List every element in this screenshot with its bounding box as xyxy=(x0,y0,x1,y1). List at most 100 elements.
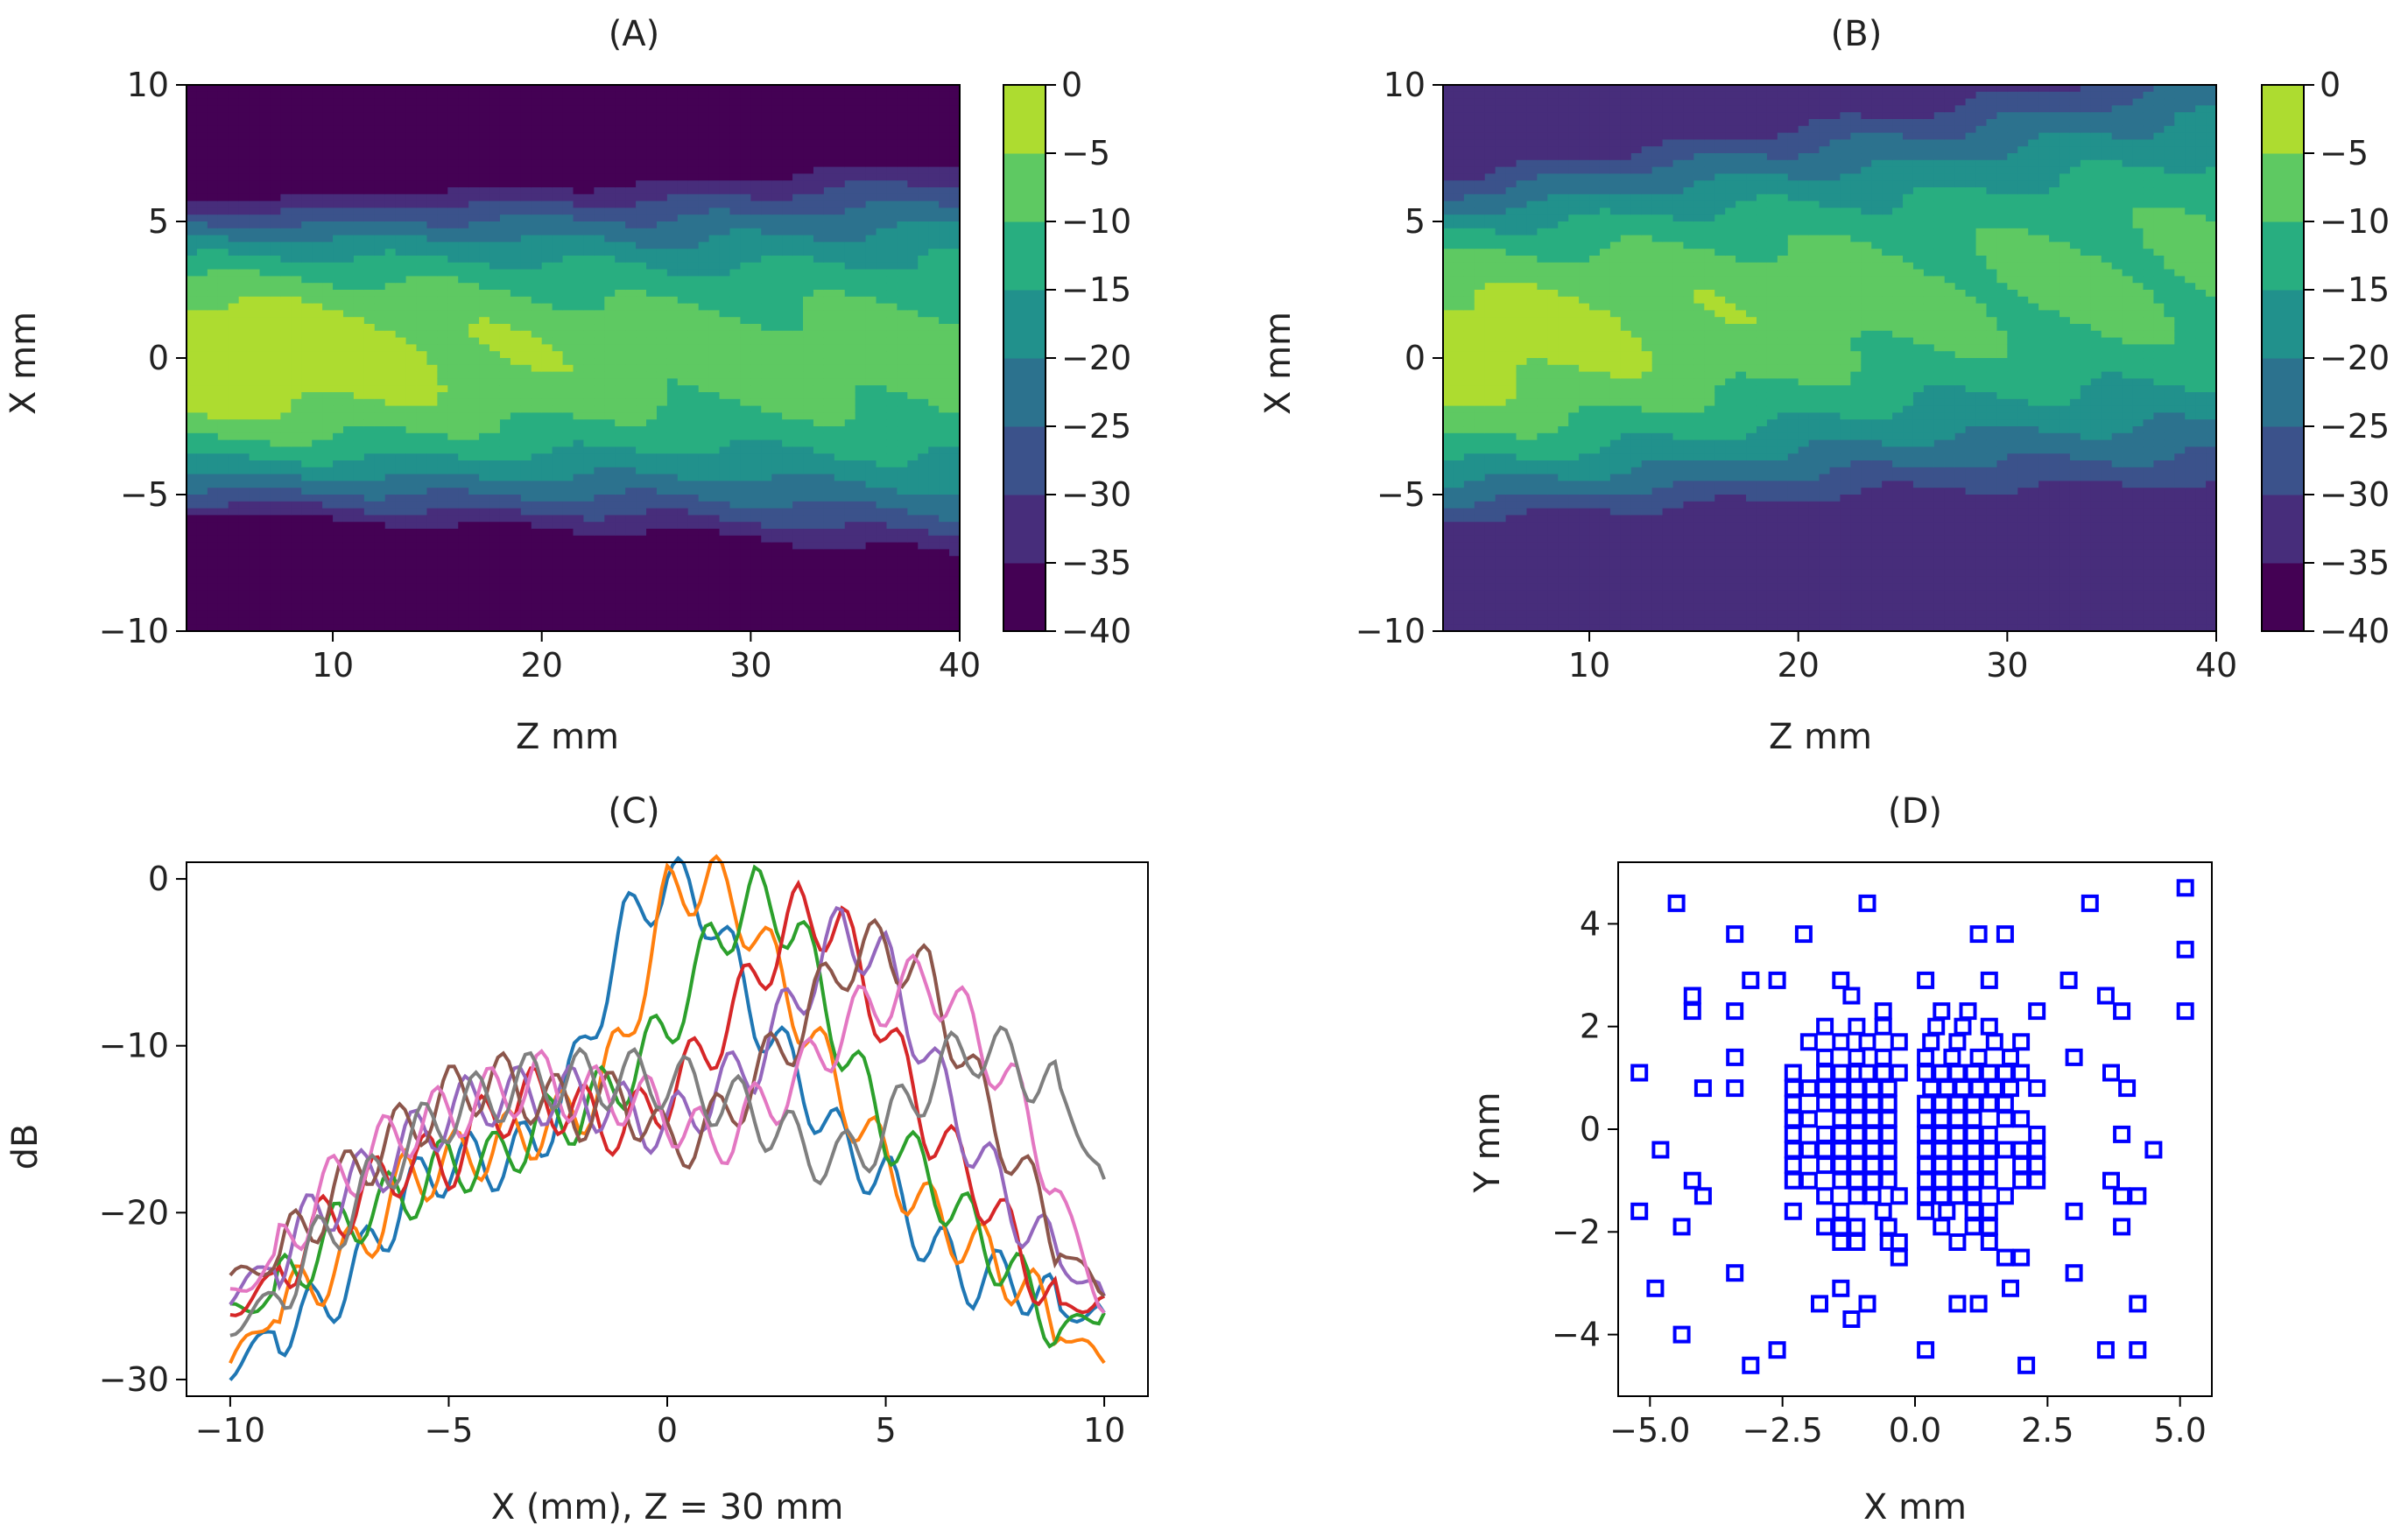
heatmap-cell xyxy=(363,617,376,625)
heatmap-cell xyxy=(217,508,229,516)
heatmap-cell xyxy=(750,358,762,366)
heatmap-cell xyxy=(468,617,480,625)
heatmap-cell xyxy=(740,303,751,311)
heatmap-cell xyxy=(312,432,323,441)
heatmap-cell xyxy=(510,344,522,352)
heatmap-cell xyxy=(342,481,355,488)
heatmap-cell xyxy=(280,112,292,120)
heatmap-cell xyxy=(196,330,208,339)
heatmap-cell xyxy=(541,221,553,229)
heatmap-cell xyxy=(740,446,751,454)
heatmap-cell xyxy=(322,439,334,447)
heatmap-cell xyxy=(468,412,480,420)
heatmap-cell xyxy=(729,235,742,242)
heatmap-cell xyxy=(719,125,731,134)
heatmap-cell xyxy=(771,624,783,632)
heatmap-cell xyxy=(333,556,344,564)
heatmap-cell xyxy=(541,488,553,495)
heatmap-cell xyxy=(729,276,742,284)
heatmap-cell xyxy=(761,556,772,564)
heatmap-cell xyxy=(437,242,448,249)
heatmap-cell xyxy=(698,460,710,468)
heatmap-cell xyxy=(333,317,344,325)
heatmap-cell xyxy=(479,173,490,181)
heatmap-cell xyxy=(353,159,365,168)
heatmap-cell xyxy=(322,187,334,195)
heatmap-cell xyxy=(573,214,585,222)
heatmap-cell xyxy=(656,481,668,488)
heatmap-cell xyxy=(207,221,219,229)
heatmap-cell xyxy=(499,610,511,618)
heatmap-cell xyxy=(479,146,490,154)
heatmap-cell xyxy=(750,569,762,578)
heatmap-cell xyxy=(761,576,772,584)
heatmap-cell xyxy=(238,337,250,345)
heatmap-cell xyxy=(813,474,825,481)
heatmap-cell xyxy=(489,515,501,523)
heatmap-cell xyxy=(280,324,292,332)
heatmap-cell xyxy=(708,563,721,571)
heatmap-cell xyxy=(322,371,334,379)
heatmap-cell xyxy=(249,269,261,277)
heatmap-cell xyxy=(301,446,313,454)
heatmap-cell xyxy=(447,610,459,618)
heatmap-cell xyxy=(207,317,219,325)
heatmap-cell xyxy=(363,481,376,488)
heatmap-cell xyxy=(187,119,198,127)
heatmap-cell xyxy=(447,139,459,147)
heatmap-cell xyxy=(499,283,511,291)
heatmap-cell xyxy=(416,474,428,481)
heatmap-cell xyxy=(270,200,281,208)
heatmap-cell xyxy=(187,146,198,154)
heatmap-cell xyxy=(342,256,355,263)
heatmap-cell xyxy=(782,412,793,420)
heatmap-cell xyxy=(823,364,835,373)
heatmap-cell xyxy=(656,98,668,106)
heatmap-cell xyxy=(280,139,292,147)
heatmap-cell xyxy=(259,467,271,475)
heatmap-cell xyxy=(583,556,595,564)
heatmap-cell xyxy=(416,262,428,270)
heatmap-cell xyxy=(374,269,386,277)
heatmap-cell xyxy=(301,317,313,325)
heatmap-cell xyxy=(604,269,616,277)
heatmap-cell xyxy=(259,180,271,188)
heatmap-cell xyxy=(583,583,595,591)
heatmap-cell xyxy=(280,228,292,236)
heatmap-cell xyxy=(468,529,480,537)
heatmap-cell xyxy=(771,146,783,154)
heatmap-cell xyxy=(416,256,428,263)
heatmap-cell xyxy=(803,515,814,523)
heatmap-cell xyxy=(291,221,302,229)
heatmap-cell xyxy=(803,405,814,413)
heatmap-cell xyxy=(384,610,397,618)
heatmap-cell xyxy=(301,159,313,168)
heatmap-cell xyxy=(342,193,355,202)
heatmap-cell xyxy=(646,405,658,413)
heatmap-cell xyxy=(333,105,344,113)
heatmap-cell xyxy=(249,446,261,454)
heatmap-cell xyxy=(646,563,658,571)
heatmap-cell xyxy=(187,371,198,379)
heatmap-cell xyxy=(217,603,229,612)
heatmap-cell xyxy=(196,193,208,202)
heatmap-cell xyxy=(291,112,302,120)
heatmap-cell xyxy=(520,453,532,461)
heatmap-cell xyxy=(803,563,814,571)
heatmap-cell xyxy=(792,549,804,557)
heatmap-cell xyxy=(280,610,292,618)
heatmap-cell xyxy=(813,549,825,557)
heatmap-cell xyxy=(510,495,522,502)
heatmap-cell xyxy=(761,235,772,242)
heatmap-cell xyxy=(384,515,397,523)
heatmap-cell xyxy=(374,235,386,242)
heatmap-cell xyxy=(312,597,323,605)
heatmap-cell xyxy=(207,624,219,632)
heatmap-cell xyxy=(468,405,480,413)
heatmap-cell xyxy=(771,105,783,113)
heatmap-cell xyxy=(677,330,689,339)
heatmap-cell xyxy=(405,317,418,325)
heatmap-cell xyxy=(531,173,543,181)
heatmap-cell xyxy=(207,501,219,509)
heatmap-cell xyxy=(437,221,448,229)
